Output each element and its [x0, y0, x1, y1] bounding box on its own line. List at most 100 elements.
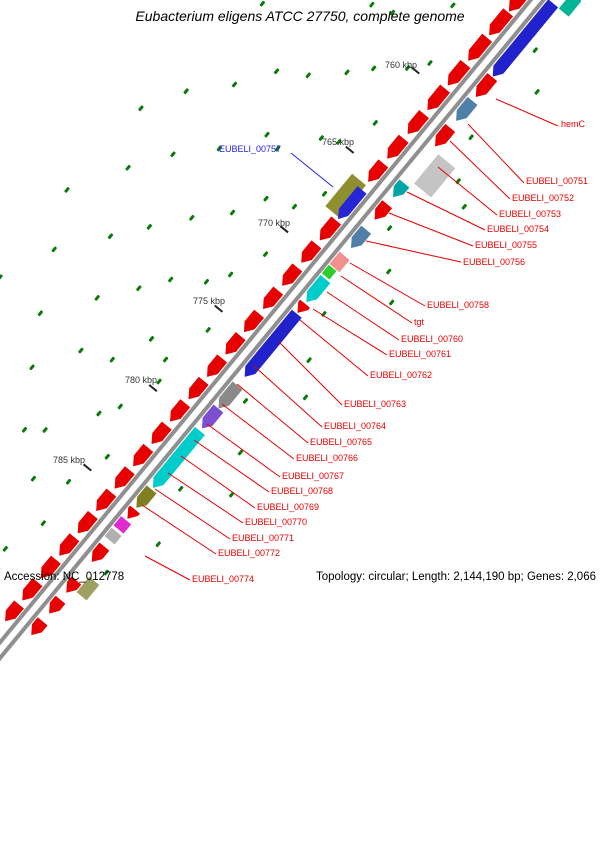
- orf-mark: [205, 326, 212, 334]
- orf-mark: [335, 138, 342, 146]
- orf-mark: [156, 378, 163, 385]
- orf-mark: [372, 119, 379, 127]
- gene-label[interactable]: EUBELI_00764: [324, 421, 387, 431]
- orf-mark: [273, 67, 280, 75]
- gene-label[interactable]: EUBELI_00761: [389, 349, 452, 359]
- orf-mark: [343, 69, 351, 76]
- orf-mark: [162, 356, 169, 363]
- orf-mark: [137, 105, 144, 112]
- orf-mark: [385, 268, 392, 275]
- gene-label[interactable]: EUBELI_00770: [245, 517, 308, 527]
- gene-label[interactable]: EUBELI_00757: [219, 144, 282, 154]
- orf-mark: [534, 88, 541, 96]
- gene-feature[interactable]: [451, 97, 478, 125]
- orf-mark: [302, 394, 309, 401]
- gene-label[interactable]: EUBELI_00751: [526, 176, 589, 186]
- scale-tick: [148, 384, 158, 393]
- orf-mark: [461, 203, 468, 211]
- orf-mark: [455, 177, 462, 185]
- orf-mark: [148, 335, 155, 343]
- orf-mark: [188, 214, 195, 222]
- gene-label[interactable]: EUBELI_00765: [310, 437, 373, 447]
- orf-mark: [231, 81, 238, 88]
- gene-label[interactable]: EUBELI_00752: [512, 193, 575, 203]
- scale-tick: [345, 145, 355, 154]
- orf-mark: [386, 224, 393, 232]
- orf-mark: [320, 310, 327, 318]
- orf-mark: [107, 232, 114, 240]
- orf-mark: [30, 475, 37, 482]
- orf-mark: [532, 46, 539, 54]
- orf-mark: [21, 426, 28, 434]
- orf-mark: [291, 203, 298, 210]
- gene-label[interactable]: EUBELI_00768: [271, 486, 334, 496]
- orf-mark: [305, 72, 312, 79]
- orf-mark: [51, 246, 58, 253]
- orf-mark: [262, 250, 269, 258]
- orf-mark: [242, 397, 249, 405]
- orf-mark: [368, 1, 375, 8]
- orf-mark: [135, 284, 142, 292]
- gene-label[interactable]: EUBELI_00758: [427, 300, 490, 310]
- gene-label[interactable]: EUBELI_00772: [218, 548, 281, 558]
- orf-mark: [228, 491, 235, 498]
- scale-tick: [410, 66, 420, 75]
- gene-label[interactable]: EUBELI_00766: [296, 453, 359, 463]
- orf-mark: [227, 271, 234, 278]
- orf-mark: [155, 540, 162, 548]
- gene-label[interactable]: EUBELI_00771: [232, 533, 295, 543]
- orf-mark: [321, 190, 328, 198]
- orf-mark: [426, 59, 434, 67]
- accession-text: Accession: NC_012778: [4, 571, 125, 583]
- orf-mark: [42, 426, 49, 434]
- gene-label[interactable]: EUBELI_00755: [475, 240, 538, 250]
- scale-tick: [214, 304, 224, 313]
- genome-backbone: [0, 0, 600, 668]
- orf-mark: [117, 403, 124, 410]
- orf-mark: [370, 65, 377, 72]
- orf-mark: [167, 276, 174, 283]
- orf-mark: [388, 299, 395, 306]
- orf-mark: [146, 223, 153, 231]
- orf-mark: [203, 278, 210, 286]
- orf-mark: [28, 364, 36, 371]
- orf-mark: [318, 134, 325, 142]
- genome-stats-text: Topology: circular; Length: 2,144,190 bp…: [315, 571, 596, 583]
- orf-mark: [94, 294, 101, 302]
- gene-label[interactable]: tgt: [414, 317, 425, 327]
- gene-label[interactable]: EUBELI_00754: [487, 224, 550, 234]
- orf-mark: [40, 519, 47, 527]
- status-bar: Accession: NC_012778 Topology: circular;…: [0, 571, 600, 583]
- orf-mark: [177, 485, 184, 493]
- gene-label[interactable]: EUBELI_00763: [344, 399, 407, 409]
- orf-mark: [95, 410, 103, 417]
- gene-feature[interactable]: [414, 154, 456, 198]
- gene-label[interactable]: EUBELI_00767: [282, 471, 345, 481]
- orf-mark: [237, 449, 244, 456]
- orf-mark: [37, 309, 44, 317]
- gene-label[interactable]: EUBELI_00769: [257, 502, 320, 512]
- gene-label[interactable]: hemC: [561, 119, 586, 129]
- map-title: Eubacterium eligens ATCC 27750, complete…: [135, 8, 465, 24]
- gene-feature[interactable]: [471, 73, 498, 101]
- orf-mark: [2, 545, 9, 553]
- orf-mark: [63, 186, 71, 194]
- orf-mark: [109, 356, 116, 363]
- gene-label[interactable]: EUBELI_00756: [463, 257, 526, 267]
- scale-tick: [279, 225, 289, 234]
- orf-mark: [65, 478, 72, 485]
- gene-feature[interactable]: [0, 600, 24, 625]
- gene-feature[interactable]: [197, 404, 224, 432]
- scale-tick: [82, 463, 92, 472]
- orf-mark: [229, 209, 236, 216]
- orf-mark: [125, 164, 132, 172]
- gene-label[interactable]: EUBELI_00753: [499, 209, 562, 219]
- orf-mark: [306, 356, 313, 364]
- orf-mark: [104, 453, 111, 460]
- gene-label[interactable]: EUBELI_00760: [401, 334, 464, 344]
- orf-mark: [77, 347, 84, 354]
- orf-mark: [259, 0, 266, 7]
- gene-label[interactable]: EUBELI_00762: [370, 370, 433, 380]
- gene-label[interactable]: EUBELI_00774: [192, 574, 255, 584]
